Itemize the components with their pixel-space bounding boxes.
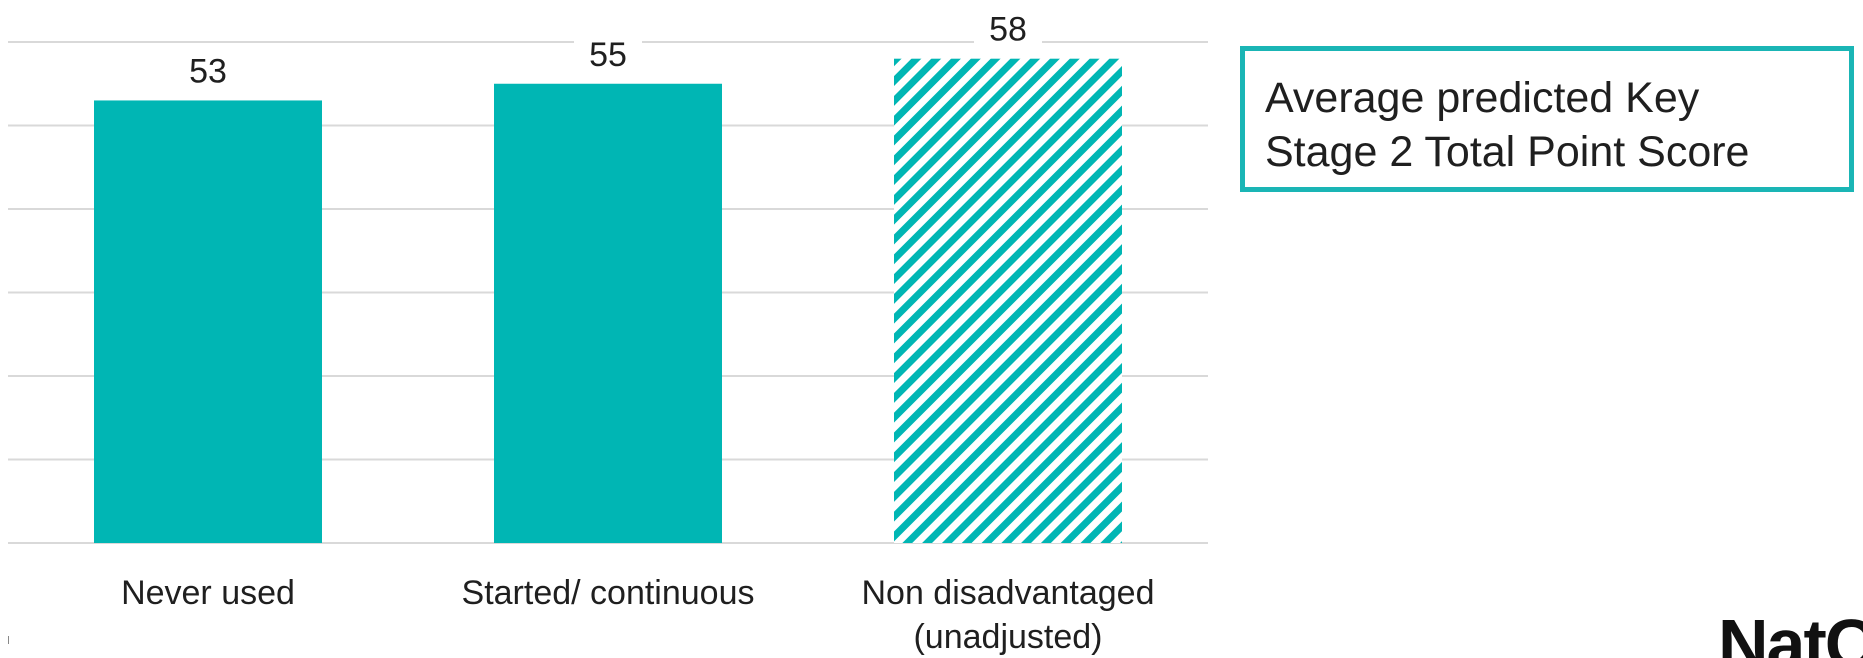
- category-label: Started/ continuous: [462, 574, 755, 612]
- annotation-line-2: Stage 2 Total Point Score: [1265, 128, 1750, 176]
- data-labels: 53 55 58: [174, 6, 1042, 93]
- bar: [894, 58, 1122, 543]
- category-labels: Never used Started/ continuous Non disadva…: [121, 574, 1154, 656]
- data-label-background: [174, 48, 242, 93]
- category-label: Never used: [121, 574, 295, 612]
- data-label-background: [974, 6, 1042, 51]
- category-label: Non disadvantaged: [861, 574, 1154, 612]
- annotation-line-1: Average predicted Key: [1265, 74, 1700, 122]
- data-label: 55: [589, 36, 627, 74]
- bar-chart: 53 55 58 Never used Started/ continuous Non …: [8, 6, 1208, 656]
- bars: [94, 58, 1122, 543]
- axis-tick-mark: [8, 636, 9, 644]
- data-label: 58: [989, 11, 1027, 49]
- data-label: 53: [189, 52, 227, 90]
- bar: [94, 100, 322, 543]
- natcen-logo: NatCen: [1718, 606, 1863, 658]
- data-label-background: [574, 31, 642, 76]
- category-label: (unadjusted): [913, 618, 1102, 656]
- chart-annotation-box: Average predicted Key Stage 2 Total Poin…: [1240, 46, 1854, 192]
- bar: [494, 83, 722, 543]
